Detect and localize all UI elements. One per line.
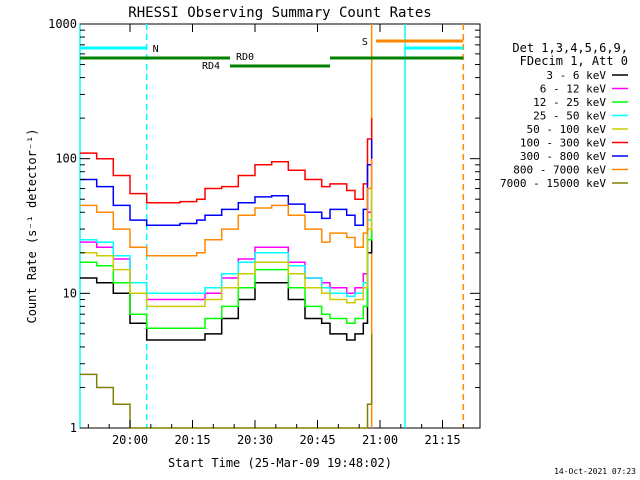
legend-label-1: 6 - 12 keV [540, 83, 607, 96]
footer-timestamp: 14-Oct-2021 07:23 [554, 467, 636, 476]
y-axis-label: Count Rate (s⁻¹ detector⁻¹) [25, 128, 39, 323]
x-axis-ticks: 20:00 20:15 20:30 20:45 21:00 21:15 [87, 24, 464, 447]
s-bar-label: S [362, 37, 368, 48]
rd0-label: RD0 [236, 52, 254, 63]
y-axis-ticks: 1 10 100 1000 [48, 17, 480, 435]
x-tick-label-2: 20:30 [237, 433, 273, 447]
legend-header-1: FDecim 1, Att 0 [520, 54, 628, 68]
n-bar-label: N [153, 44, 159, 55]
series-line-3 [80, 164, 373, 298]
series-lines [80, 118, 373, 429]
x-tick-label-4: 21:00 [362, 433, 398, 447]
legend: Det 1,3,4,5,6,9,FDecim 1, Att 03 - 6 keV… [500, 41, 628, 190]
x-tick-label-1: 20:15 [174, 433, 210, 447]
legend-label-3: 25 - 50 keV [533, 110, 606, 123]
x-tick-label-3: 20:45 [299, 433, 335, 447]
vertical-markers [79, 24, 465, 428]
legend-header-0: Det 1,3,4,5,6,9, [512, 41, 628, 55]
chart-title: RHESSI Observing Summary Count Rates [128, 5, 431, 21]
legend-label-0: 3 - 6 keV [546, 69, 606, 82]
rd4-label: RD4 [202, 61, 220, 72]
y-tick-label-1: 10 [63, 286, 77, 300]
y-tick-label-0: 1 [70, 421, 77, 435]
series-line-8 [80, 333, 373, 429]
series-line-5 [80, 118, 373, 204]
series-line-6 [80, 139, 373, 227]
legend-label-7: 800 - 7000 keV [513, 164, 606, 177]
series-line-7 [80, 158, 373, 257]
legend-label-5: 100 - 300 keV [520, 137, 606, 150]
x-tick-label-0: 20:00 [112, 433, 148, 447]
x-tick-label-5: 21:15 [424, 433, 460, 447]
legend-label-8: 7000 - 15000 keV [500, 177, 606, 190]
y-tick-label-3: 1000 [48, 17, 77, 31]
state-bars: N S RD0 RD4 [80, 37, 464, 72]
legend-label-4: 50 - 100 keV [527, 123, 607, 136]
series-line-2 [80, 179, 373, 330]
y-tick-label-2: 100 [55, 152, 77, 166]
legend-label-2: 12 - 25 keV [533, 96, 606, 109]
x-axis-label: Start Time (25-Mar-09 19:48:02) [168, 456, 392, 470]
plot-frame [79, 23, 481, 429]
legend-label-6: 300 - 800 keV [520, 150, 606, 163]
series-line-4 [80, 171, 373, 308]
